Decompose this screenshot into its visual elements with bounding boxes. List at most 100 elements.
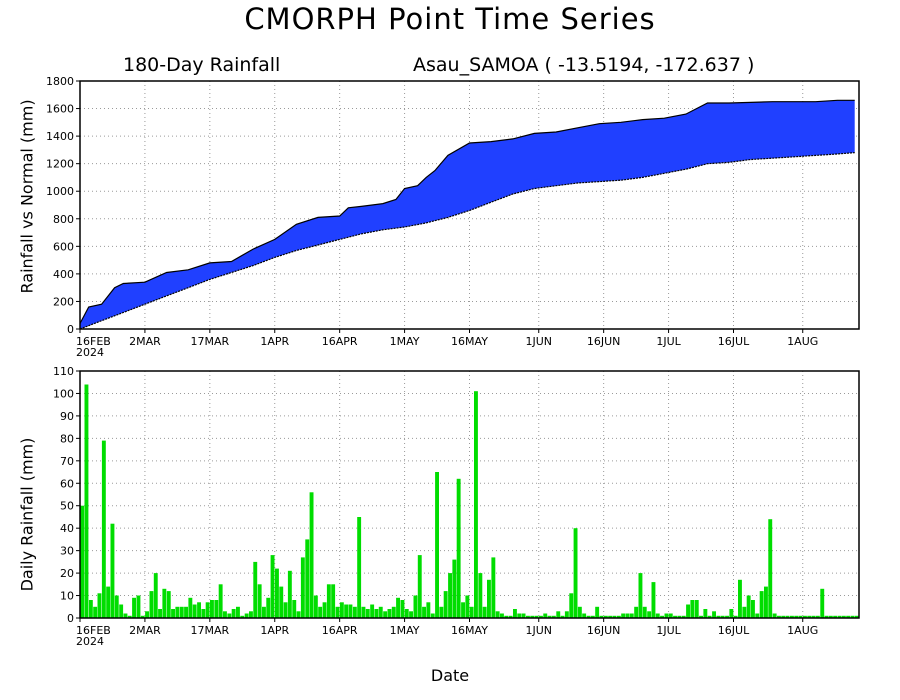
daily-rainfall-bar xyxy=(785,615,790,618)
daily-rainfall-bar xyxy=(513,609,517,618)
daily-rainfall-bar xyxy=(504,615,509,618)
daily-rainfall-bar xyxy=(158,609,162,618)
daily-rainfall-bar xyxy=(110,523,115,618)
daily-rainfall-bar xyxy=(101,440,106,618)
daily-rainfall-bar xyxy=(487,579,491,618)
daily-rainfall-bar xyxy=(287,570,292,618)
daily-rainfall-bar xyxy=(80,505,85,618)
top-y-tick-label: 1800 xyxy=(46,75,74,88)
daily-rainfall-bar xyxy=(249,611,253,618)
daily-rainfall-bar xyxy=(854,615,859,618)
daily-rainfall-bar xyxy=(815,615,820,618)
bottom-y-tick-label: 50 xyxy=(60,500,74,513)
daily-rainfall-bar xyxy=(621,613,626,618)
daily-rainfall-bar xyxy=(396,597,400,618)
daily-rainfall-bar xyxy=(240,615,245,618)
bottom-y-tick-label: 0 xyxy=(67,612,74,625)
daily-rainfall-bar xyxy=(357,517,362,618)
daily-rainfall-bar xyxy=(123,613,128,618)
daily-rainfall-bar xyxy=(231,609,236,618)
bottom-y-tick-label: 80 xyxy=(60,432,74,445)
daily-rainfall-bar xyxy=(391,606,396,618)
daily-rainfall-bar xyxy=(184,606,188,618)
daily-rainfall-bar xyxy=(746,595,751,618)
bottom-x-tick-label: 16JUL xyxy=(718,624,750,637)
daily-rainfall-bar xyxy=(642,606,647,618)
daily-rainfall-bar xyxy=(664,613,669,618)
daily-rainfall-bar xyxy=(296,611,301,618)
daily-rainfall-bar xyxy=(439,606,444,618)
daily-rainfall-bar xyxy=(205,602,210,618)
daily-rainfall-bar xyxy=(370,604,375,618)
daily-rainfall-bar xyxy=(681,615,686,618)
bottom-plot-frame xyxy=(79,370,860,619)
daily-rainfall-bar xyxy=(751,600,755,618)
daily-rainfall-bar xyxy=(136,595,141,618)
daily-rainfall-bar xyxy=(153,573,158,618)
daily-rainfall-bar xyxy=(811,615,816,618)
daily-rainfall-bar xyxy=(677,615,682,618)
daily-rainfall-bar xyxy=(257,584,262,618)
daily-rainfall-bar xyxy=(599,615,604,618)
daily-rainfall-bar xyxy=(292,600,297,618)
top-x-tick-label: 1JUL xyxy=(656,335,681,348)
daily-rainfall-bar xyxy=(798,615,803,618)
daily-rainfall-bar xyxy=(807,615,812,618)
daily-rainfall-bar xyxy=(616,615,621,618)
daily-rainfall-bar xyxy=(629,613,634,618)
daily-rainfall-bar xyxy=(495,611,500,618)
daily-rainfall-bar xyxy=(668,613,673,618)
daily-rainfall-bar xyxy=(508,615,513,618)
daily-rainfall-bar xyxy=(569,593,574,618)
daily-rainfall-bar xyxy=(145,611,149,618)
daily-rainfall-bar xyxy=(188,597,193,618)
daily-rainfall-bar xyxy=(469,606,474,618)
daily-rainfall-bar xyxy=(551,615,556,618)
daily-rainfall-bar xyxy=(837,615,842,618)
daily-rainfall-bar xyxy=(608,615,613,618)
daily-rainfall-bar xyxy=(543,613,548,618)
daily-rainfall-bar xyxy=(850,615,855,618)
bottom-x-tick-label: 2MAR xyxy=(129,624,161,637)
bottom-x-tick-label: 1AUG xyxy=(787,624,818,637)
daily-rainfall-bar xyxy=(647,611,652,618)
daily-rainfall-bar xyxy=(192,604,197,618)
daily-rainfall-bar xyxy=(768,519,773,618)
daily-rainfall-bar xyxy=(404,609,409,618)
daily-rainfall-bar xyxy=(638,573,643,618)
daily-rainfall-bar xyxy=(530,615,535,618)
daily-rainfall-bar xyxy=(236,606,240,618)
daily-rainfall-bar xyxy=(244,613,249,618)
bottom-y-tick-label: 40 xyxy=(60,522,74,535)
daily-rainfall-bar xyxy=(417,555,422,618)
daily-rainfall-bar xyxy=(270,555,275,618)
subtitle-location: Asau_SAMOA ( -13.5194, -172.637 ) xyxy=(413,54,755,76)
daily-rainfall-bar xyxy=(612,615,617,618)
subtitle-period: 180-Day Rainfall xyxy=(123,54,281,76)
daily-rainfall-bar xyxy=(586,615,591,618)
daily-rainfall-bar xyxy=(322,602,327,618)
daily-rainfall-bar xyxy=(742,606,747,618)
daily-rainfall-bar xyxy=(755,613,760,618)
daily-rainfall-bar xyxy=(210,600,214,618)
daily-rainfall-bar xyxy=(365,609,370,618)
bottom-x-tick-label: 16FEB xyxy=(76,624,111,637)
top-y-tick-label: 800 xyxy=(53,213,74,226)
daily-rainfall-bar xyxy=(699,615,703,618)
daily-rainfall-bar xyxy=(556,611,561,618)
daily-rainfall-bar xyxy=(690,600,695,618)
daily-rainfall-bar xyxy=(443,591,448,618)
daily-rainfall-bar xyxy=(733,615,738,618)
daily-rainfall-bar xyxy=(560,615,565,618)
daily-rainfall-bar xyxy=(547,615,552,618)
bottom-y-tick-label: 110 xyxy=(53,365,74,378)
daily-rainfall-bar xyxy=(655,613,660,618)
top-y-tick-label: 1600 xyxy=(46,103,74,116)
daily-rainfall-bar xyxy=(651,582,656,618)
daily-rainfall-bar xyxy=(582,613,587,618)
daily-rainfall-bar xyxy=(595,606,600,618)
observed-cumulative-line xyxy=(79,99,855,324)
daily-rainfall-bar xyxy=(400,600,405,618)
daily-rainfall-bar xyxy=(517,613,522,618)
